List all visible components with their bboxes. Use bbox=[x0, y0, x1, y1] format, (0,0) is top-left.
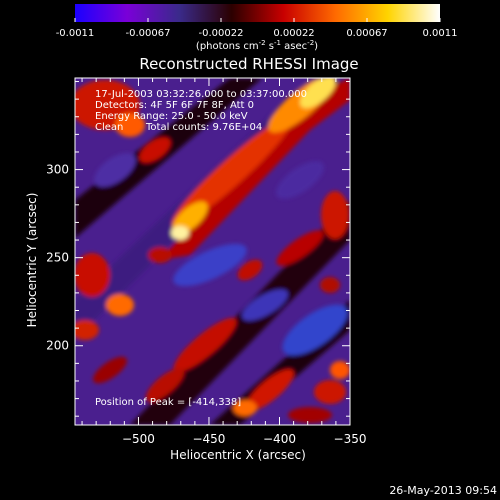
colorbar-unit-label: (photons cm-2 s-1 asec-2) bbox=[196, 39, 318, 52]
unit-exp2: -1 bbox=[274, 39, 281, 47]
time-range-label: 17-Jul-2003 03:32:26.000 to 03:37:00.000 bbox=[95, 89, 307, 100]
colorbar-ticks: -0.0011 -0.00067 -0.00022 0.00022 0.00067 0.0… bbox=[56, 18, 458, 39]
clean-label: Clean bbox=[95, 122, 123, 133]
colorbar-tick-label: 0.00067 bbox=[346, 28, 387, 39]
plot-frame bbox=[74, 77, 351, 426]
x-tick-label: −400 bbox=[263, 432, 296, 446]
colorbar-tick-label: -0.00022 bbox=[199, 28, 244, 39]
x-tick-label: −450 bbox=[192, 432, 225, 446]
detectors-label: Detectors: 4F 5F 6F 7F 8F, Att 0 bbox=[95, 100, 254, 111]
unit-exp1: -2 bbox=[259, 39, 266, 47]
chart-title: Reconstructed RHESSI Image bbox=[139, 55, 358, 73]
x-tick-label: −500 bbox=[122, 432, 155, 446]
x-axis-label: Heliocentric X (arcsec) bbox=[170, 448, 306, 462]
unit-mid: s bbox=[266, 41, 274, 52]
y-tick-label: 250 bbox=[46, 251, 69, 265]
y-tick-label: 300 bbox=[46, 163, 69, 177]
unit-main: (photons cm bbox=[196, 41, 259, 52]
footer-timestamp: 26-May-2013 09:54 bbox=[389, 484, 497, 497]
y-axis-label: Heliocentric Y (arcsec) bbox=[25, 193, 39, 328]
unit-tail: asec bbox=[281, 41, 307, 52]
unit-exp3: -2 bbox=[307, 39, 314, 47]
colorbar bbox=[75, 4, 440, 22]
colorbar-tick-label: -0.00067 bbox=[126, 28, 171, 39]
heatmap-image bbox=[75, 78, 350, 425]
x-tick-label: −350 bbox=[334, 432, 367, 446]
colorbar-tick-label: 0.00022 bbox=[273, 28, 314, 39]
colorbar-tick-label: 0.0011 bbox=[423, 28, 458, 39]
peak-position-label: Position of Peak = [-414,338] bbox=[95, 397, 241, 408]
axis-ticks: −500 −450 −400 −350 200 250 300 bbox=[46, 78, 366, 446]
y-tick-label: 200 bbox=[46, 339, 69, 353]
colorbar-tick-label: -0.0011 bbox=[56, 28, 95, 39]
total-counts-label: Total counts: 9.76E+04 bbox=[145, 122, 262, 133]
unit-close: ) bbox=[314, 41, 318, 52]
energy-range-label: Energy Range: 25.0 - 50.0 keV bbox=[95, 111, 248, 122]
